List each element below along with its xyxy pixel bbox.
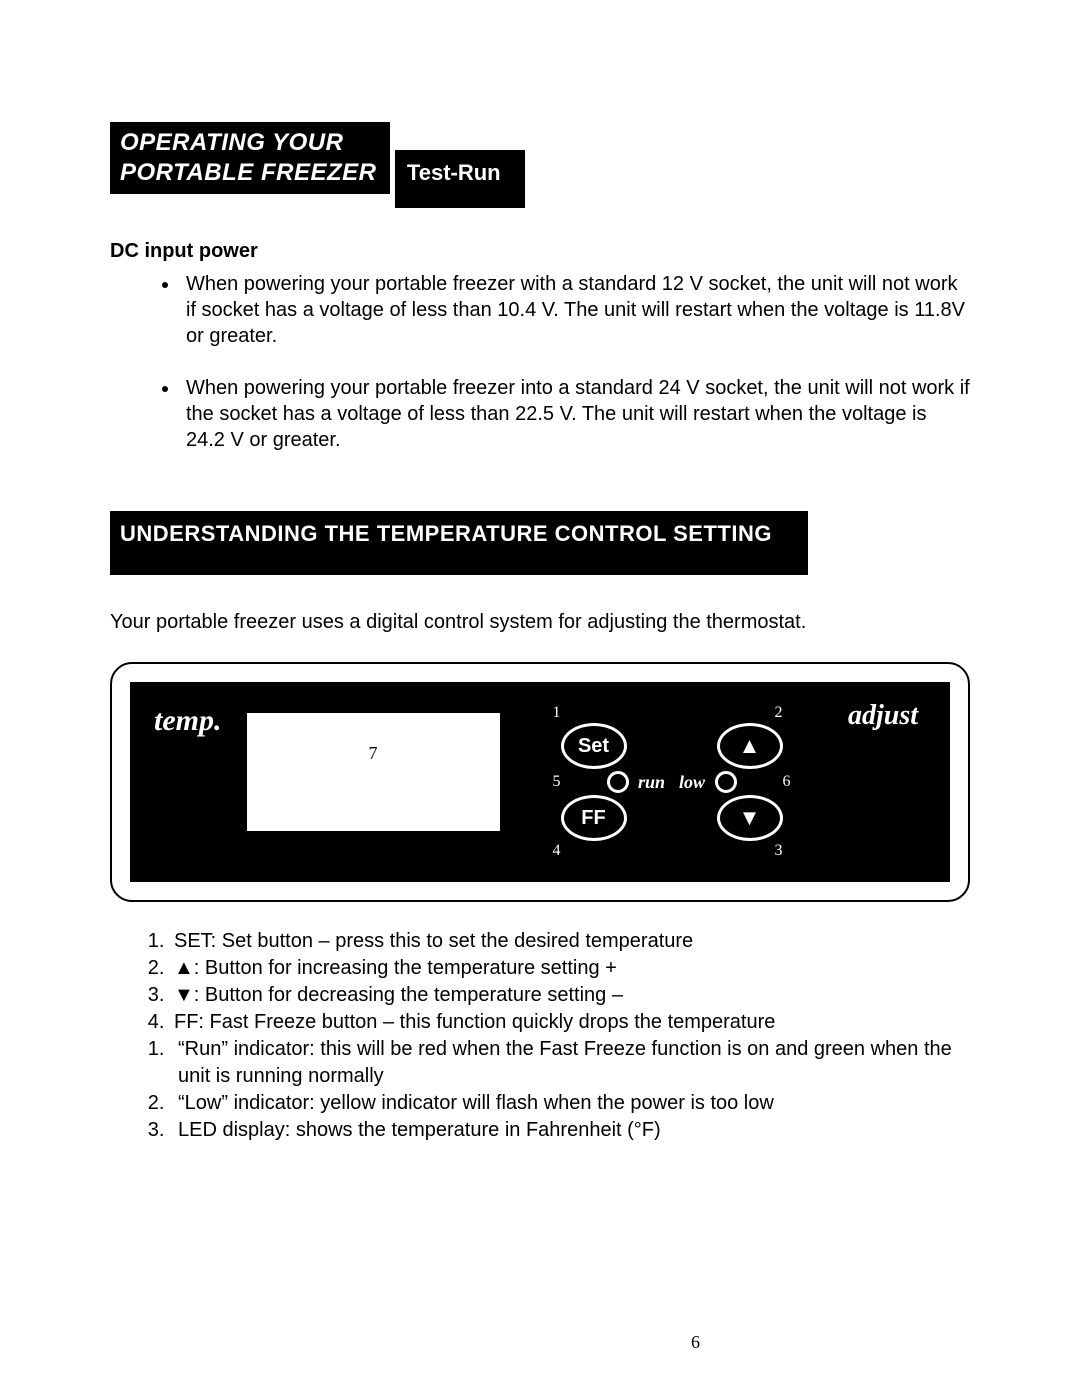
dc-heading: DC input power [110, 240, 970, 263]
ff-button[interactable]: FF [561, 795, 627, 841]
mid-labels: run low [638, 772, 705, 793]
section-header: OPERATING YOUR PORTABLE FREEZER [110, 122, 390, 194]
down-button[interactable]: ▼ [717, 795, 783, 841]
page-number: 6 [691, 1332, 700, 1353]
desc-b-2: “Low” indicator: yellow indicator will f… [170, 1090, 970, 1117]
desc-a-2: ▲: Button for increasing the temperature… [170, 955, 970, 982]
controls-area: adjust 1 2 3 4 5 6 Set ▲ FF ▼ run low [543, 700, 923, 860]
testrun-header: Test-Run [395, 150, 525, 208]
callout-6: 6 [783, 773, 791, 791]
low-indicator [715, 771, 737, 793]
desc-a-1: SET: Set button – press this to set the … [170, 928, 970, 955]
desc-a-4: FF: Fast Freeze button – this function q… [170, 1009, 970, 1036]
desc-b-1: “Run” indicator: this will be red when t… [170, 1036, 970, 1090]
desc-a-3: ▼: Button for decreasing the temperature… [170, 982, 970, 1009]
control-panel-diagram: temp. 7 adjust 1 2 3 4 5 6 Set ▲ FF ▼ ru… [110, 662, 970, 902]
intro-text: Your portable freezer uses a digital con… [110, 611, 970, 634]
set-button[interactable]: Set [561, 723, 627, 769]
temp-label: temp. [154, 700, 222, 738]
dc-bullet-2: When powering your portable freezer into… [180, 375, 970, 453]
description-list-a: SET: Set button – press this to set the … [170, 928, 970, 1036]
callout-1: 1 [553, 704, 561, 722]
dc-bullets: When powering your portable freezer with… [180, 271, 970, 453]
callout-5: 5 [553, 773, 561, 791]
button-grid: 1 2 3 4 5 6 Set ▲ FF ▼ run low [543, 704, 801, 860]
dc-bullet-1: When powering your portable freezer with… [180, 271, 970, 349]
run-label: run [638, 772, 665, 793]
run-indicator [607, 771, 629, 793]
temp-control-header: UNDERSTANDING THE TEMPERATURE CONTROL SE… [110, 511, 808, 575]
header-line1: OPERATING YOUR [120, 129, 343, 156]
display-callout-7: 7 [369, 743, 378, 764]
control-panel-inner: temp. 7 adjust 1 2 3 4 5 6 Set ▲ FF ▼ ru… [130, 682, 950, 882]
desc-b-3: LED display: shows the temperature in Fa… [170, 1117, 970, 1144]
header-line2: PORTABLE FREEZER [120, 159, 376, 186]
callout-3: 3 [775, 842, 783, 860]
up-button[interactable]: ▲ [717, 723, 783, 769]
low-label: low [679, 772, 705, 793]
led-display: 7 [246, 712, 501, 832]
description-list-b: “Run” indicator: this will be red when t… [170, 1036, 970, 1144]
adjust-label: adjust [848, 700, 918, 732]
callout-2: 2 [775, 704, 783, 722]
callout-4: 4 [553, 842, 561, 860]
